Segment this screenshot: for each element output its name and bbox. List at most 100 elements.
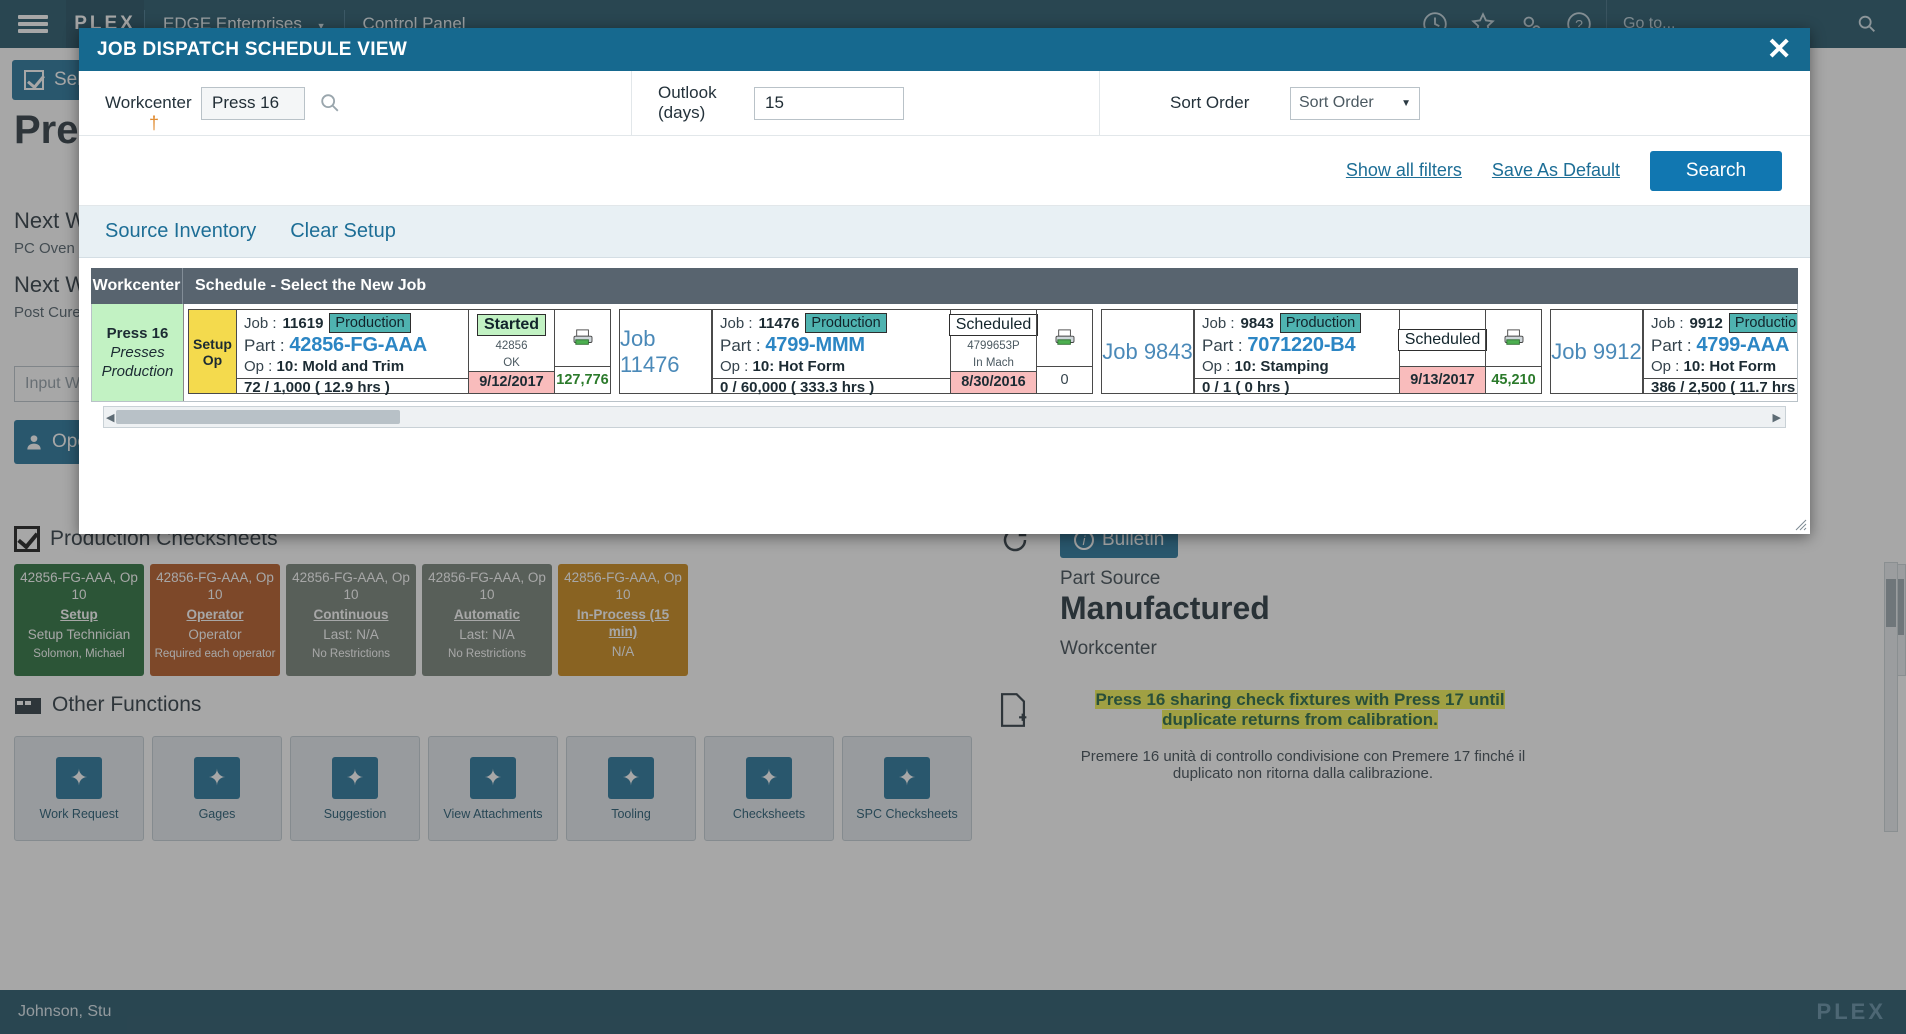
job-card[interactable]: Job 11476 Job :11476 Production Part : 4799… [619,309,1093,396]
job-id-line: Job : 9912 Production [1651,313,1797,333]
workcenter-cell[interactable]: Press 16 Presses Production [92,304,184,401]
other-function-card[interactable]: ✦ View Attachments [428,736,558,841]
printer-cell[interactable] [555,310,610,366]
job-label: Job : [720,314,753,332]
other-function-card[interactable]: ✦ Work Request [14,736,144,841]
caliper-icon: ✦ [194,756,240,799]
job-type-badge: Production [1728,313,1797,333]
job-status-top: Scheduled [1397,310,1488,366]
checksheet-card[interactable]: 42856-FG-AAA, Op 10 Setup Setup Technician… [14,564,144,676]
other-function-card[interactable]: ✦ Gages [152,736,282,841]
bulletin-scrollbar[interactable] [1884,562,1898,832]
checksheets-scroll-region[interactable]: 42856-FG-AAA, Op 10 Setup Setup Technician… [14,564,1036,676]
scrollbar-thumb[interactable] [1894,579,1904,635]
folder-icon [15,698,41,714]
part-line: Part : 4799-MMM [720,334,943,357]
workcenter-search-icon[interactable] [319,92,341,114]
other-functions-card-list: ✦ Work Request ✦ Gages ✦ Suggestion ✦ View Atta… [14,736,972,841]
job-card[interactable]: Setup Op Job :11619 Production Part : 42856… [188,309,611,396]
next-workorder-1-sub: PC Oven 1 [14,240,88,257]
schedule-horizontal-scrollbar[interactable]: ◀ ▶ [103,406,1786,428]
scroll-left-arrow-icon[interactable]: ◀ [106,411,115,424]
user-icon [27,435,41,450]
checksheet-card[interactable]: 42856-FG-AAA, Op 10 Operator Operator Requi… [150,564,280,676]
outlook-sub-text: (days) [658,103,706,122]
check-icon [24,70,44,90]
other-function-card[interactable]: ✦ Checksheets [704,736,834,841]
scroll-right-arrow-icon[interactable]: ▶ [1772,411,1781,424]
job-number-link[interactable]: Job 9843 [1102,310,1194,393]
job-number-column: 45,210 [1485,310,1541,393]
checksheet-card[interactable]: 42856-FG-AAA, Op 10 In-Process (15 min) N/… [558,564,688,676]
setup-op-column[interactable]: Setup Op [189,310,236,393]
tab-source-inventory[interactable]: Source Inventory [105,220,257,242]
checksheet-title: 42856-FG-AAA, Op 10 [156,570,274,602]
modal-title: JOB DISPATCH SCHEDULE VIEW [97,38,408,60]
job-number-link[interactable]: Job 11476 [620,310,712,393]
other-functions-label: Other Functions [52,693,202,716]
job-due-date: 9/12/2017 [469,370,554,393]
other-function-label: View Attachments [443,806,543,821]
job-label: Job : [1651,314,1684,332]
search-icon[interactable] [1856,13,1878,35]
workcenter-filter-label: Workcenter † [105,93,201,133]
printer-icon[interactable] [1054,329,1076,347]
job-status-column: Scheduled 9/13/2017 [1397,310,1488,393]
job-number-link[interactable]: Job 9912 [1551,310,1643,393]
other-function-card[interactable]: ✦ Tooling [566,736,696,841]
part-line: Part : 4799-AAA [1651,334,1797,357]
workcenter-input[interactable]: Press 16 [201,86,305,120]
save-as-default-link[interactable]: Save As Default [1491,160,1620,180]
menu-hamburger-icon[interactable] [0,0,66,48]
printer-icon[interactable] [572,329,594,347]
paperclip-icon: ✦ [470,756,516,799]
checksheet-card-list: 42856-FG-AAA, Op 10 Setup Setup Technician… [14,564,1036,676]
modal-tabs-row: Source Inventory Clear Setup [79,206,1810,258]
outlook-filter-group: Outlook (days) 15 [632,71,1100,135]
job-quantity: 386 / 2,500 ( 11.7 hrs ) [1644,378,1797,396]
printer-cell[interactable] [1486,310,1541,366]
workcenter-filter-group: Workcenter † Press 16 [79,71,632,135]
checksheet-role: Last: N/A [323,626,379,642]
job-quantity: 0 / 1 ( 0 hrs ) [1195,378,1399,396]
tab-clear-setup[interactable]: Clear Setup [290,220,396,242]
status-sub-line-2: OK [503,357,520,370]
sort-order-select[interactable]: Sort Order ▼ [1290,86,1420,120]
workcenter-name: Press 16 [106,325,169,342]
job-info-top: Job :9843 Production Part : 7071220-B4 Op :… [1195,310,1399,378]
printer-cell[interactable] [1037,310,1092,366]
workcenter-label: Workcenter [1060,638,1157,659]
filter-row: Workcenter † Press 16 Outlook (days) 15 … [79,71,1810,136]
job-card[interactable]: Job 9843 Job :9843 Production Part : 707122… [1101,309,1542,396]
column-header-schedule: Schedule - Select the New Job [195,277,427,294]
job-number: 9912 [1689,314,1723,332]
search-button[interactable]: Search [1650,150,1782,191]
gear-icon: ✦ [56,756,102,799]
part-line: Part : 42856-FG-AAA [244,334,461,357]
other-function-card[interactable]: ✦ SPC Checksheets [842,736,972,841]
lightbulb-icon: ✦ [332,756,378,799]
other-function-card[interactable]: ✦ Suggestion [290,736,420,841]
checksheet-card[interactable]: 42856-FG-AAA, Op 10 Automatic Last: N/A No … [422,564,552,676]
checksheet-type: Setup [60,606,98,622]
workcenter-type: Production [101,363,174,380]
checksheet-footer: No Restrictions [312,647,390,660]
show-all-filters-link[interactable]: Show all filters [1345,160,1462,180]
scrollbar-thumb[interactable] [1886,579,1896,627]
other-function-label: Gages [198,806,236,821]
job-id-line: Job : 11476 Production [720,313,943,333]
outlook-input[interactable]: 15 [754,86,904,120]
job-card-strip: Setup Op Job :11619 Production Part : 42856… [184,304,1797,401]
job-inventory-number: 45,210 [1486,366,1541,393]
printer-icon[interactable] [1503,329,1525,347]
part-number: 4799-MMM [765,334,865,356]
new-document-icon[interactable] [998,693,1028,727]
status-badge: Started [476,314,547,336]
resize-grip-icon[interactable] [1795,519,1807,531]
required-dagger-icon: † [149,113,160,133]
checksheet-card[interactable]: 42856-FG-AAA, Op 10 Continuous Last: N/A No… [286,564,416,676]
close-icon[interactable]: ✕ [1766,32,1792,66]
scrollbar-thumb[interactable] [116,410,400,424]
